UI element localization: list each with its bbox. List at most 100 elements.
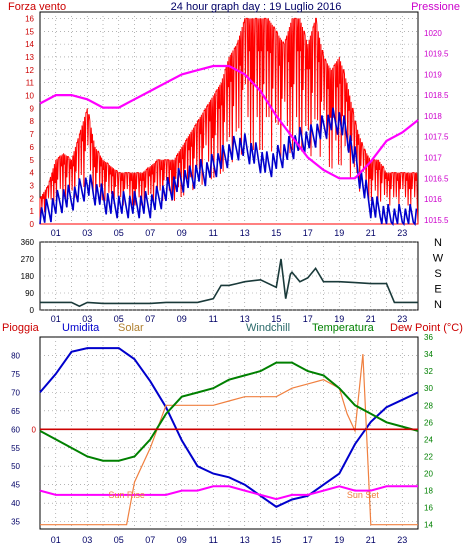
hour-label: 17 — [303, 314, 313, 324]
panel-weather-multi-legend: Pioggia Umidita Solar Windchill Temperatura D… — [2, 322, 463, 334]
hour-label: 11 — [209, 314, 218, 324]
panel-wind-direction-grid — [40, 241, 418, 311]
y-tick-right: 1018.5 — [424, 91, 449, 100]
legend-entry: Windchill — [246, 322, 290, 334]
hour-label: 01 — [51, 314, 61, 324]
hour-label: 11 — [209, 228, 218, 238]
y-tick-temperature: 24 — [424, 435, 433, 444]
hour-axis-middle: 01 03 05 07 09 11 13 15 17 19 21 23 — [51, 314, 408, 324]
series-pressure — [39, 64, 419, 180]
hour-label: 15 — [271, 314, 281, 324]
hour-label: 15 — [271, 535, 281, 545]
compass-label: W — [433, 253, 444, 265]
series-dewpoint — [39, 485, 418, 501]
hour-label: 09 — [177, 535, 187, 545]
y-tick-temperature: 36 — [424, 333, 433, 342]
y-tick-temperature: 28 — [424, 401, 433, 410]
y-tick-left: 5 — [30, 156, 35, 165]
hour-label: 23 — [397, 314, 407, 324]
legend-entry: Temperatura — [312, 322, 375, 334]
series-temperature — [39, 361, 419, 462]
hour-label: 07 — [145, 535, 155, 545]
legend-entry: Dew Point (°C) — [390, 322, 463, 334]
hour-axis-top: 01 03 05 07 09 11 13 15 17 19 21 23 — [51, 228, 408, 238]
series-wind-direction — [40, 258, 418, 308]
y-tick-temperature: 30 — [424, 384, 433, 393]
y-tick-left: 10 — [25, 92, 34, 101]
series-humidity — [39, 347, 419, 508]
hour-label: 05 — [114, 314, 124, 324]
y-tick-left: 0 — [30, 220, 35, 229]
panel-wind-pressure-series — [39, 17, 419, 227]
panel-weather-multi-grid — [40, 337, 418, 529]
y-tick-right: 1015.5 — [424, 216, 449, 225]
hour-label: 17 — [303, 228, 313, 238]
y-tick-left: 9 — [30, 104, 35, 113]
y-tick-left: 4 — [30, 169, 35, 178]
y-tick-humidity: 60 — [11, 425, 20, 434]
header-right-label: Pressione — [411, 1, 460, 13]
y-tick-temperature: 16 — [424, 504, 433, 513]
hour-label: 13 — [240, 228, 250, 238]
hour-label: 09 — [177, 228, 187, 238]
legend-entry: Solar — [118, 322, 144, 334]
y-tick-right: 1016.5 — [424, 174, 449, 183]
panel-wind-direction-series — [40, 258, 418, 308]
y-tick-humidity: 45 — [11, 481, 20, 490]
y-tick-humidity: 80 — [11, 351, 20, 360]
hour-label: 03 — [82, 314, 92, 324]
panel-weather-multi-annotations: Sun Rise Sun Set — [108, 490, 379, 500]
y-tick-right: 1020 — [424, 29, 442, 38]
panel-weather-multi-series — [39, 347, 419, 526]
compass-label: E — [434, 284, 441, 296]
hour-label: 07 — [145, 228, 155, 238]
hour-label: 19 — [334, 228, 344, 238]
hour-label: 05 — [114, 535, 124, 545]
y-tick-humidity: 40 — [11, 499, 20, 508]
hour-label: 11 — [209, 535, 218, 545]
y-tick-left: 3 — [30, 181, 35, 190]
y-tick-direction: 90 — [25, 289, 34, 298]
y-tick-left: 2 — [30, 194, 35, 203]
hour-label: 13 — [240, 535, 250, 545]
panel-wind-pressure: 0123456789101112131415161015.510161016.5… — [25, 11, 449, 229]
y-tick-temperature: 32 — [424, 367, 433, 376]
hour-label: 19 — [334, 314, 344, 324]
panel-weather-multi-ticks: 35 40 45 50 55 60 65 70 75 80 14 16 18 20 22 24 26 28 30 32… — [11, 333, 433, 530]
y-tick-left: 16 — [25, 14, 34, 23]
panel-weather-multi: 35 40 45 50 55 60 65 70 75 80 14 16 18 20 22 24 26 28 30 32… — [2, 322, 463, 530]
hour-label: 03 — [82, 228, 92, 238]
y-tick-temperature: 22 — [424, 452, 433, 461]
y-tick-left: 8 — [30, 117, 35, 126]
y-tick-humidity: 75 — [11, 370, 20, 379]
y-tick-direction: 360 — [21, 238, 35, 247]
sun-annotation: Sun Rise — [108, 490, 145, 500]
y-tick-left: 13 — [25, 53, 34, 62]
y-tick-left: 6 — [30, 143, 35, 152]
y-tick-direction: 270 — [21, 255, 35, 264]
hour-label: 03 — [82, 535, 92, 545]
hour-label: 13 — [240, 314, 250, 324]
y-tick-humidity: 35 — [11, 518, 20, 527]
hour-label: 21 — [366, 228, 376, 238]
header-left-label: Forza vento — [8, 1, 66, 13]
y-tick-right: 1017.5 — [424, 133, 449, 142]
y-tick-temperature: 26 — [424, 418, 433, 427]
y-tick-right: 1016 — [424, 195, 442, 204]
series-solar — [40, 354, 418, 526]
y-tick-left: 15 — [25, 27, 34, 36]
y-tick-right: 1018 — [424, 112, 442, 121]
hour-label: 19 — [334, 535, 344, 545]
y-tick-right: 1017 — [424, 153, 442, 162]
hour-label: 01 — [51, 228, 61, 238]
chart-title: 24 hour graph day : 19 Luglio 2016 — [171, 1, 342, 13]
hour-label: 15 — [271, 228, 281, 238]
hour-label: 21 — [366, 535, 376, 545]
y-tick-humidity: 70 — [11, 388, 20, 397]
y-tick-right: 1019 — [424, 70, 442, 79]
y-tick-direction: 0 — [30, 306, 35, 315]
series-wind-average — [39, 107, 418, 227]
